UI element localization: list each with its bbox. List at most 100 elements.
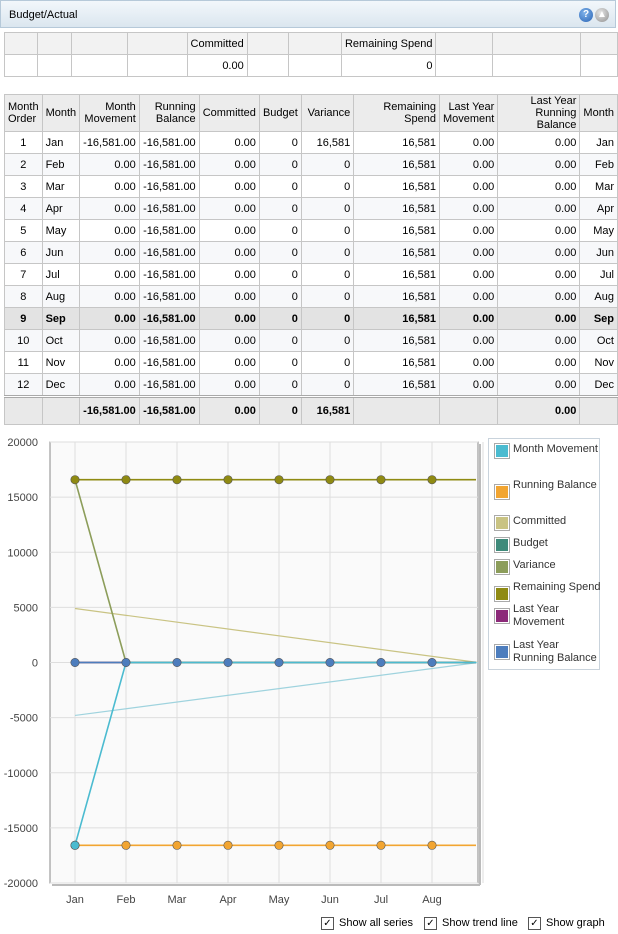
data-point (325, 658, 335, 668)
table-row[interactable]: 2 Feb 0.00 -16,581.00 0.00 0 0 16,581 0.00 0.00 Fe… (4, 153, 618, 176)
data-point (274, 658, 284, 668)
table-row[interactable]: 3 Mar 0.00 -16,581.00 0.00 0 0 16,581 0.00 0.00 Ma… (4, 175, 618, 198)
data-point (223, 840, 233, 850)
summary-header (70, 32, 129, 55)
table-row[interactable]: 1 Jan -16,581.00 -16,581.00 0.00 0 16,581 16,58… (4, 131, 618, 154)
table-cell: 0 (258, 241, 302, 264)
table-cell: 16,581 (353, 285, 440, 308)
x-tick-label: May (269, 894, 290, 906)
table-cell: Feb (579, 153, 618, 176)
table-cell: 0.00 (198, 373, 260, 397)
col-header-month-movement[interactable]: Month Movement (79, 94, 140, 132)
data-point (427, 658, 437, 668)
table-cell: Feb (41, 153, 81, 176)
col-header-month[interactable]: Month (41, 94, 81, 132)
data-point (70, 475, 80, 485)
table-row[interactable]: 10 Oct 0.00 -16,581.00 0.00 0 0 16,581 0.00 0.00 O… (4, 329, 618, 352)
x-tick-label: Jul (374, 894, 388, 906)
table-row[interactable]: 5 May 0.00 -16,581.00 0.00 0 0 16,581 0.00 0.00 Ma… (4, 219, 618, 242)
table-cell: 0 (258, 329, 302, 352)
data-point (223, 475, 233, 485)
help-icon[interactable]: ? (579, 8, 593, 22)
table-row[interactable]: 7 Jul 0.00 -16,581.00 0.00 0 0 16,581 0.00 0.00 Ju… (4, 263, 618, 286)
budget-chart: 20000 15000 10000 5000 0 -5000 -10000 -15000 -20… (4, 437, 484, 906)
table-cell: 0 (258, 351, 302, 374)
table-cell: 0.00 (79, 153, 140, 176)
col-header-budget[interactable]: Budget (258, 94, 302, 132)
y-tick-label: 5000 (14, 602, 38, 614)
summary-header (246, 32, 290, 55)
col-header-remaining-spend[interactable]: Remaining Spend (353, 94, 440, 132)
table-cell: 0.00 (79, 307, 140, 330)
col-header-committed[interactable]: Committed (198, 94, 260, 132)
table-cell: 0.00 (438, 351, 499, 374)
show-graph-checkbox[interactable]: ✓ (528, 917, 541, 930)
table-cell: 0 (258, 153, 302, 176)
col-header-last-year-running-balance[interactable]: Last Year Running Balance (497, 94, 581, 132)
table-cell: -16,581.00 (138, 263, 200, 286)
col-header-variance[interactable]: Variance (300, 94, 355, 132)
table-cell: 10 (4, 329, 43, 352)
col-header-last-year-movement[interactable]: Last Year Movement (438, 94, 499, 132)
table-cell: 16,581 (353, 153, 440, 176)
table-cell: -16,581.00 (138, 131, 200, 154)
legend-label: Variance (513, 559, 556, 571)
summary-header (435, 32, 493, 55)
table-row[interactable]: 4 Apr 0.00 -16,581.00 0.00 0 0 16,581 0.00 0.00 Ap… (4, 197, 618, 220)
table-row[interactable]: 6 Jun 0.00 -16,581.00 0.00 0 0 16,581 0.00 0.00 Ju… (4, 241, 618, 264)
table-cell: -16,581.00 (138, 241, 200, 264)
show-all-series-checkbox[interactable]: ✓ (321, 917, 334, 930)
table-cell: 0.00 (198, 241, 260, 264)
table-cell: -16,581.00 (138, 197, 200, 220)
total-cell (438, 395, 499, 425)
data-point (325, 840, 335, 850)
table-cell: 0 (258, 197, 302, 220)
summary-header (491, 32, 582, 55)
table-cell: 16,581 (353, 351, 440, 374)
table-cell: 4 (4, 197, 43, 220)
table-cell: 0.00 (497, 153, 581, 176)
table-cell: 0 (300, 241, 355, 264)
table-cell: 0 (300, 219, 355, 242)
table-cell: -16,581.00 (138, 175, 200, 198)
table-cell: Jul (579, 263, 618, 286)
col-header-month-right[interactable]: Month (579, 94, 618, 132)
table-cell: 0.00 (79, 175, 140, 198)
x-tick-label: Feb (117, 894, 136, 906)
table-cell: 0.00 (497, 263, 581, 286)
table-cell: 7 (4, 263, 43, 286)
table-row[interactable]: 11 Nov 0.00 -16,581.00 0.00 0 0 16,581 0.00 0.00 N… (4, 351, 618, 374)
table-cell: Aug (41, 285, 81, 308)
x-tick-label: Apr (219, 894, 236, 906)
table-cell: 16,581 (353, 263, 440, 286)
table-row[interactable]: 9 Sep 0.00 -16,581.00 0.00 0 0 16,581 0.00 0.00 Se… (4, 307, 618, 330)
table-cell: 0.00 (198, 307, 260, 330)
col-header-running-balance[interactable]: Running Balance (138, 94, 200, 132)
data-point (427, 840, 437, 850)
table-cell: Oct (41, 329, 81, 352)
table-cell: 0 (258, 307, 302, 330)
summary-header-remaining-spend: Remaining Spend (340, 32, 437, 55)
table-cell: -16,581.00 (79, 131, 140, 154)
y-tick-label: -15000 (4, 823, 38, 835)
total-running-balance: -16,581.00 (138, 395, 200, 425)
table-cell: 0.00 (79, 373, 140, 397)
show-trend-line-checkbox[interactable]: ✓ (424, 917, 437, 930)
summary-value (288, 54, 342, 77)
data-point (376, 840, 386, 850)
summary-value (246, 54, 290, 77)
table-cell: 0.00 (79, 219, 140, 242)
table-row[interactable]: 12 Dec 0.00 -16,581.00 0.00 0 0 16,581 0.00 0.00 D… (4, 373, 618, 397)
collapse-up-icon[interactable]: ▲ (595, 8, 609, 22)
show-trend-line-label: Show trend line (442, 917, 518, 929)
table-cell: 0.00 (79, 241, 140, 264)
total-cell (353, 395, 440, 425)
col-header-month-order[interactable]: Month Order (4, 94, 43, 132)
table-cell: 0 (300, 285, 355, 308)
data-point (70, 840, 80, 850)
table-row[interactable]: 8 Aug 0.00 -16,581.00 0.00 0 0 16,581 0.00 0.00 Au… (4, 285, 618, 308)
table-cell: 16,581 (353, 329, 440, 352)
total-committed: 0.00 (198, 395, 260, 425)
total-cell (4, 395, 43, 425)
table-cell: 0 (258, 285, 302, 308)
